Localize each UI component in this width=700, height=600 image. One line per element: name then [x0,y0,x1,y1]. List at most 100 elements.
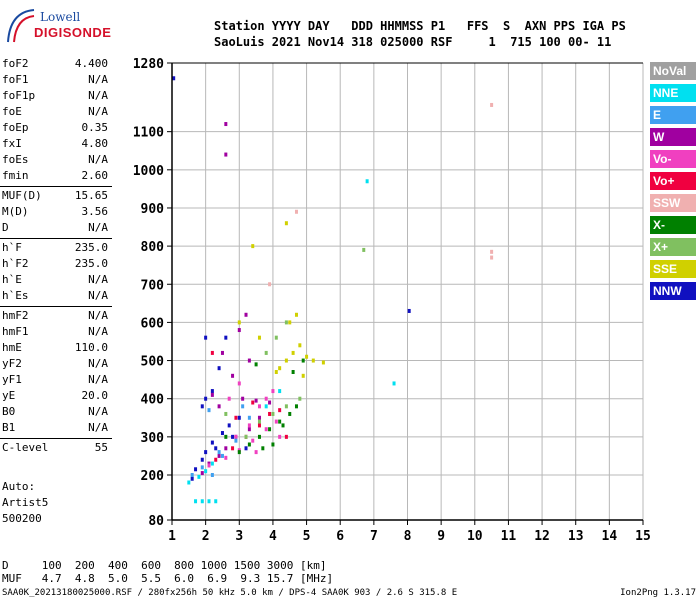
param-value: 15.65 [74,189,108,202]
param-name: h`E [2,273,22,286]
param-row: foF1 N/A [0,72,112,88]
y-tick-label: 500 [141,355,165,370]
data-point [298,343,302,348]
param-name: fmin [2,169,29,182]
x-tick-label: 4 [269,529,277,544]
data-point [261,446,265,451]
param-value: 110.0 [74,341,108,354]
param-name: h`Es [2,289,29,302]
data-point [268,411,272,416]
param-row: foF2 4.400 [0,56,112,72]
y-tick-label: 80 [148,514,164,529]
data-point [207,408,211,413]
data-point [227,423,231,428]
data-point [214,499,218,504]
param-row: h`Es N/A [0,288,112,304]
data-point [271,442,275,447]
param-value: N/A [88,89,108,102]
data-point [210,392,214,397]
data-point [264,350,268,355]
legend-item: X- [650,216,696,234]
param-name: C-level [2,441,49,454]
data-point [278,434,282,439]
data-point [224,122,228,127]
data-point [247,423,251,428]
data-point [231,373,235,378]
param-row: D N/A [0,220,112,236]
param-name: foEp [2,121,29,134]
param-name: hmF1 [2,325,29,338]
y-tick-label: 800 [141,240,165,255]
param-name: foF1p [2,89,36,102]
y-tick-label: 1100 [133,126,164,141]
param-name: hmE [2,341,22,354]
data-point [274,335,278,340]
data-point [217,450,221,455]
data-point [200,457,204,462]
data-point [254,362,258,367]
param-value: N/A [88,289,108,302]
data-point [210,461,214,466]
muf-table: D 100 200 400 600 800 1000 1500 3000 [km… [2,559,333,585]
data-point [257,419,261,424]
autoscale-info: Auto: Artist5 500200 [2,479,48,527]
data-point [254,398,258,403]
data-point [257,423,261,428]
data-point [291,350,295,355]
data-point [284,221,288,226]
param-name: B1 [2,421,16,434]
param-value: 235.0 [74,257,108,270]
logo-lowell: Lowell [40,10,81,24]
param-value: N/A [88,153,108,166]
data-point [241,396,245,401]
digisonde-logo: Lowell DIGISONDE [4,6,114,46]
data-point [284,320,288,325]
data-point [197,474,201,479]
x-tick-label: 15 [635,529,651,544]
data-point [392,381,396,386]
data-point [200,471,204,476]
data-point [220,431,224,436]
param-value: N/A [88,273,108,286]
data-point [274,419,278,424]
param-name: yF1 [2,373,22,386]
data-point [278,389,282,394]
param-value: N/A [88,221,108,234]
data-point [301,358,305,363]
data-point [217,453,221,458]
param-row: h`E N/A [0,272,112,288]
x-tick-label: 6 [336,529,344,544]
data-point [247,358,251,363]
param-value: 4.80 [81,137,109,150]
data-point [257,415,261,420]
param-value: N/A [88,105,108,118]
data-point [237,450,241,455]
x-tick-label: 11 [501,529,517,544]
header-line-1: Station YYYY DAY DDD HHMMSS P1 FFS S AXN… [214,19,626,33]
data-point [305,354,309,359]
param-name: hmF2 [2,309,29,322]
data-point [247,427,251,432]
data-point [247,442,251,447]
data-point [231,434,235,439]
param-row: foE N/A [0,104,112,120]
legend-item: Vo- [650,150,696,168]
param-name: foE [2,105,22,118]
data-point [278,419,282,424]
param-separator [0,306,112,307]
legend-item: NNW [650,282,696,300]
data-point [207,463,211,468]
data-point [321,360,325,365]
data-point [281,423,285,428]
param-name: foF1 [2,73,29,86]
data-point [268,400,272,405]
data-point [224,335,228,340]
auto-label: Auto: [2,480,36,493]
data-point [237,320,241,325]
data-point [224,434,228,439]
x-tick-label: 14 [602,529,618,544]
param-row: yF1 N/A [0,372,112,388]
logo-digisonde: DIGISONDE [34,25,112,40]
param-row: foEp 0.35 [0,120,112,136]
